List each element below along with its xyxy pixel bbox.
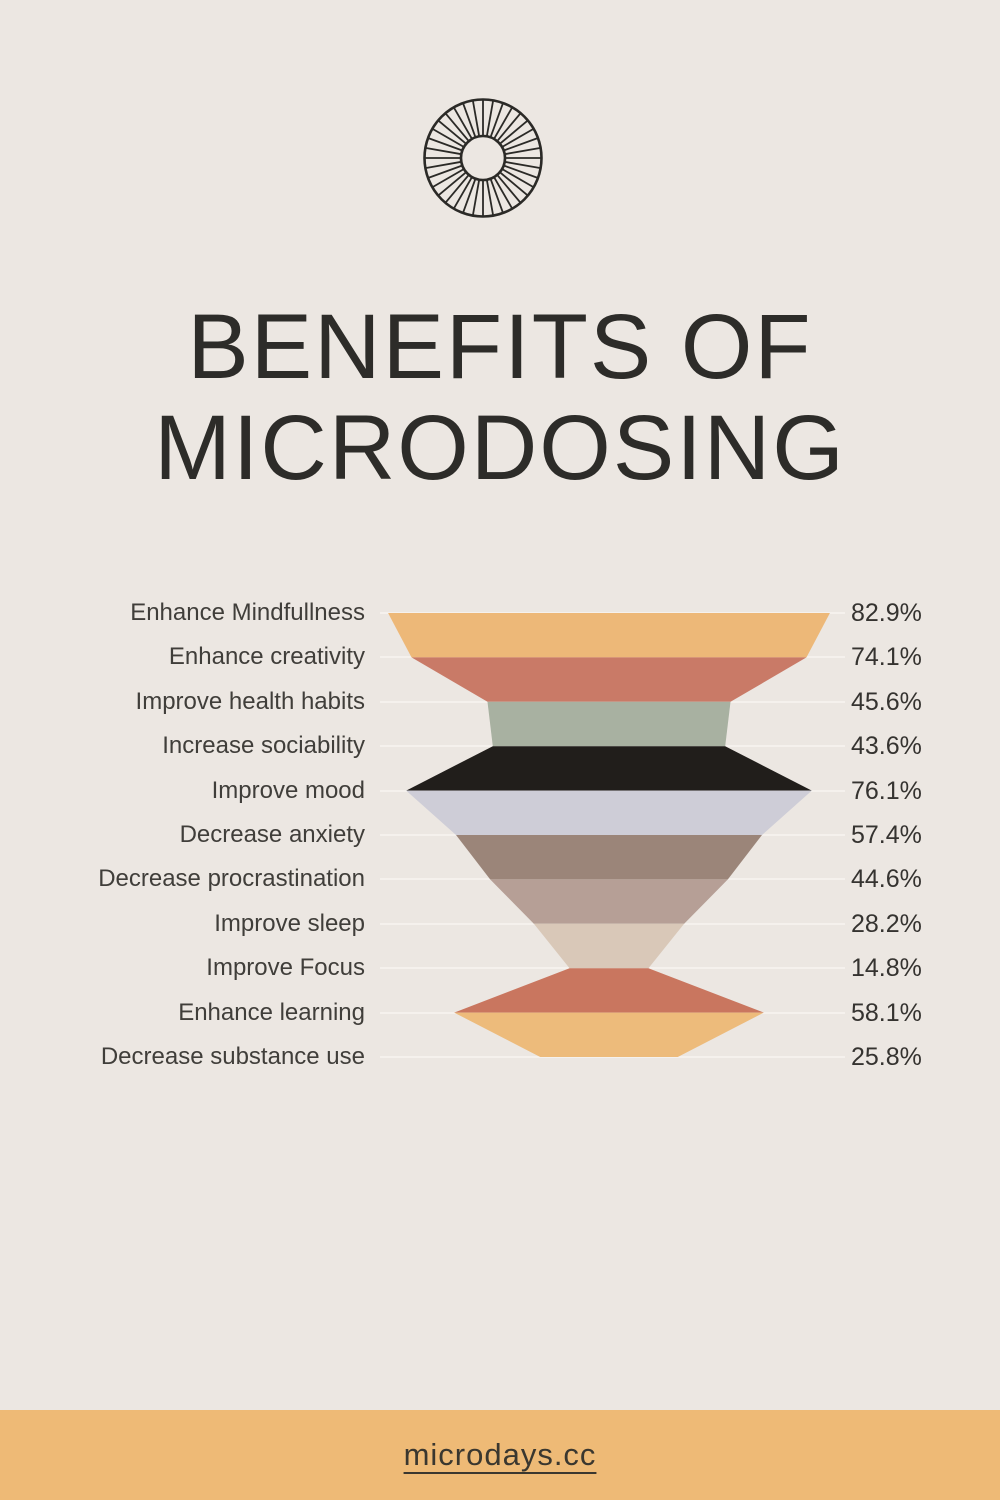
value-label: 82.9%	[851, 599, 922, 627]
sunburst-wheel-logo	[423, 98, 543, 218]
category-label: Improve mood	[211, 776, 365, 804]
logo-spoke	[489, 178, 504, 214]
footer-bar: microdays.cc	[0, 1410, 1000, 1500]
category-label: Enhance learning	[178, 998, 365, 1026]
value-label: 45.6%	[851, 687, 922, 716]
logo-spoke	[431, 127, 465, 148]
category-label: Increase sociability	[162, 732, 365, 760]
value-label: 57.4%	[851, 821, 922, 849]
logo-spoke	[489, 102, 504, 138]
logo-spoke	[499, 171, 529, 197]
funnel-segment-4	[406, 790, 812, 835]
value-label: 44.6%	[851, 865, 922, 894]
gridline	[380, 878, 845, 881]
funnel-segment-7	[533, 923, 685, 969]
logo-spoke	[427, 137, 463, 152]
value-label: 25.8%	[851, 1043, 922, 1071]
logo-spoke	[503, 137, 539, 152]
page-title-line1: BENEFITS OF	[187, 296, 813, 398]
page-title: BENEFITS OF MICRODOSING	[0, 297, 1000, 499]
value-label: 76.1%	[851, 776, 922, 805]
gridline	[380, 700, 845, 703]
value-label: 74.1%	[851, 643, 922, 672]
category-label: Enhance Mindfullness	[130, 599, 365, 626]
gridline	[380, 967, 845, 970]
footer-website-link[interactable]: microdays.cc	[403, 1437, 597, 1472]
logo-spoke	[444, 174, 470, 204]
logo-spoke	[504, 160, 541, 170]
logo-spoke	[471, 100, 481, 137]
logo-spoke	[431, 168, 465, 189]
logo-spoke	[437, 171, 467, 197]
category-label: Enhance creativity	[168, 643, 365, 671]
category-label: Improve Focus	[206, 954, 365, 982]
logo-spoke	[485, 100, 495, 137]
logo-spoke	[462, 178, 477, 214]
logo-spoke	[496, 112, 522, 142]
logo-spoke	[496, 174, 522, 204]
funnel-segment-1	[411, 657, 807, 702]
category-label: Decrease procrastination	[98, 865, 365, 893]
gridline	[380, 656, 845, 659]
funnel-segment-3	[406, 746, 812, 791]
logo-spoke	[444, 112, 470, 142]
value-label: 43.6%	[851, 732, 922, 761]
category-label: Decrease anxiety	[179, 821, 365, 848]
value-label: 14.8%	[851, 954, 922, 983]
funnel-segment-9	[454, 1012, 764, 1057]
gridline	[380, 612, 845, 614]
funnel-segment-6	[490, 879, 728, 924]
logo-spoke	[493, 106, 514, 140]
logo-spoke	[485, 179, 495, 216]
category-label: Improve health habits	[135, 687, 365, 715]
gridline	[380, 789, 845, 792]
page-title-line2: MICRODOSING	[154, 397, 846, 499]
logo-spoke	[462, 102, 477, 138]
category-label: Decrease substance use	[100, 1043, 365, 1070]
value-label: 58.1%	[851, 998, 922, 1027]
logo-spoke	[499, 119, 529, 145]
funnel-segment-2	[487, 701, 731, 747]
logo-spoke	[493, 176, 514, 210]
funnel-segment-0	[388, 613, 830, 658]
gridline	[380, 922, 845, 925]
gridline	[380, 1056, 845, 1058]
funnel-segment-8	[454, 968, 764, 1013]
logo-spoke	[437, 119, 467, 145]
logo-spoke	[471, 179, 481, 216]
value-label: 28.2%	[851, 909, 922, 938]
category-label: Improve sleep	[214, 909, 365, 937]
logo-spoke	[427, 164, 463, 179]
funnel-segment-5	[456, 835, 762, 880]
logo-spoke	[425, 146, 462, 156]
logo-spoke	[501, 127, 535, 148]
gridline	[380, 1011, 845, 1014]
logo-spoke	[503, 164, 539, 179]
logo-spoke	[501, 168, 535, 189]
logo-spoke	[504, 146, 541, 156]
gridline	[380, 745, 845, 748]
logo-spoke	[425, 160, 462, 170]
gridline	[380, 834, 845, 836]
logo-spoke	[452, 176, 473, 210]
logo-spoke	[452, 106, 473, 140]
